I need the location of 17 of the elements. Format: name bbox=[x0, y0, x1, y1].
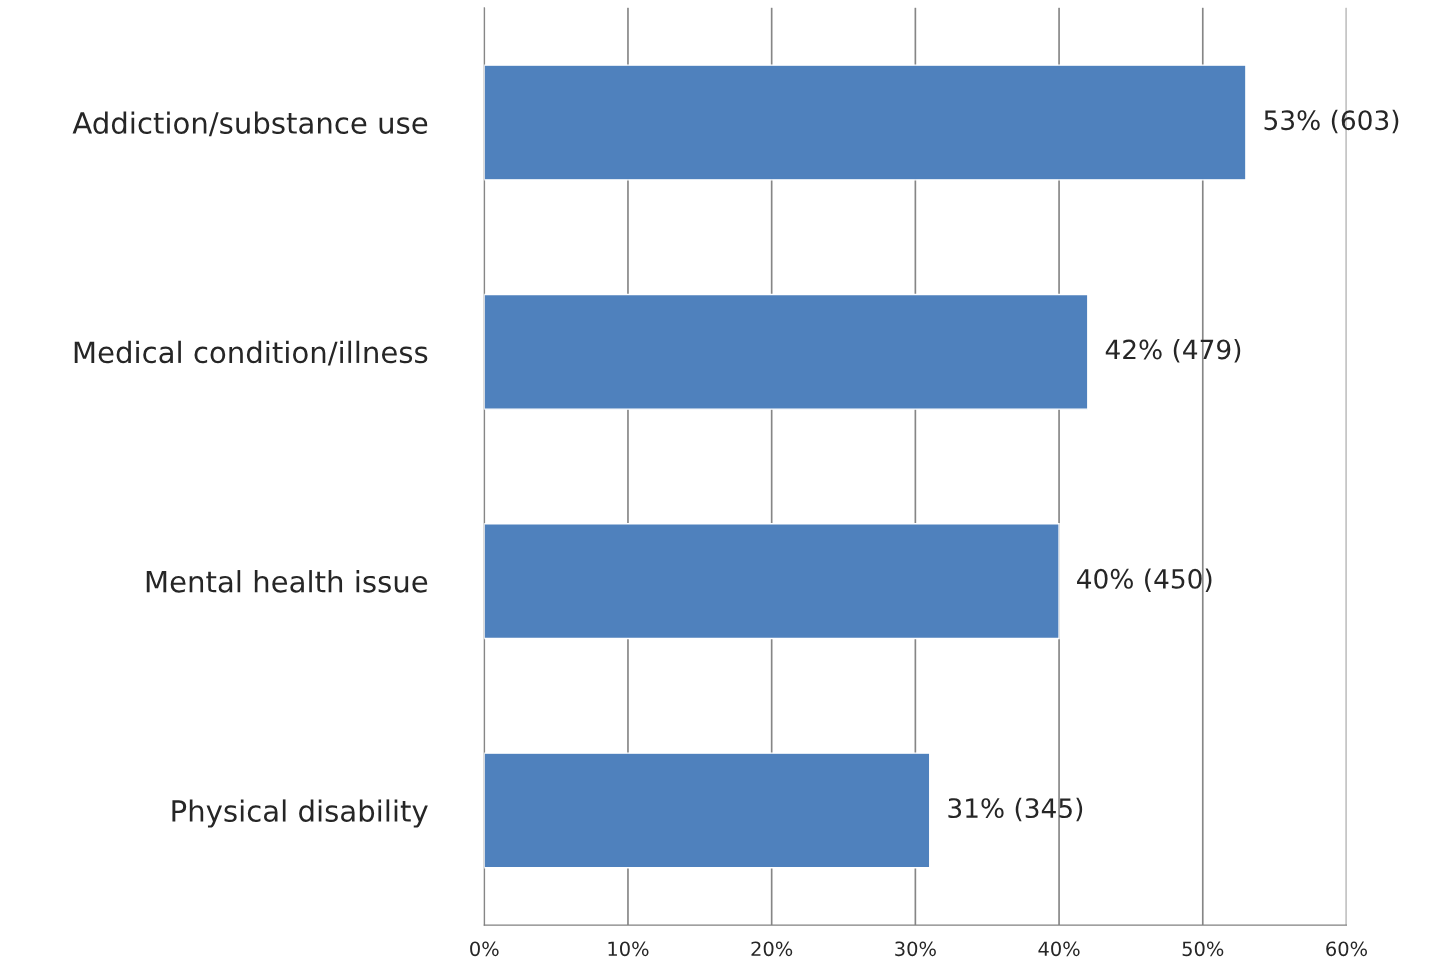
y-tick-label: Mental health issue bbox=[146, 570, 428, 593]
bar bbox=[484, 64, 1247, 181]
y-tick-label: Addiction/substance use bbox=[72, 111, 428, 137]
bar bbox=[484, 293, 1089, 410]
x-tick-label: 40% bbox=[1038, 941, 1080, 957]
x-tick-label: 60% bbox=[1326, 941, 1368, 957]
bar bbox=[484, 752, 931, 869]
x-tick-label: 30% bbox=[895, 941, 936, 957]
data-label: 31% (345) bbox=[948, 797, 1083, 822]
y-tick-label: Medical condition/illness bbox=[74, 340, 428, 366]
x-tick-label: 50% bbox=[1182, 941, 1224, 957]
x-tick-label: 0% bbox=[470, 941, 499, 957]
x-tick-label: 10% bbox=[608, 941, 649, 957]
bar bbox=[484, 523, 1060, 640]
x-tick-label: 20% bbox=[751, 941, 793, 957]
data-label: 53% (603) bbox=[1264, 109, 1399, 134]
y-tick-label: Physical disability bbox=[172, 799, 428, 828]
